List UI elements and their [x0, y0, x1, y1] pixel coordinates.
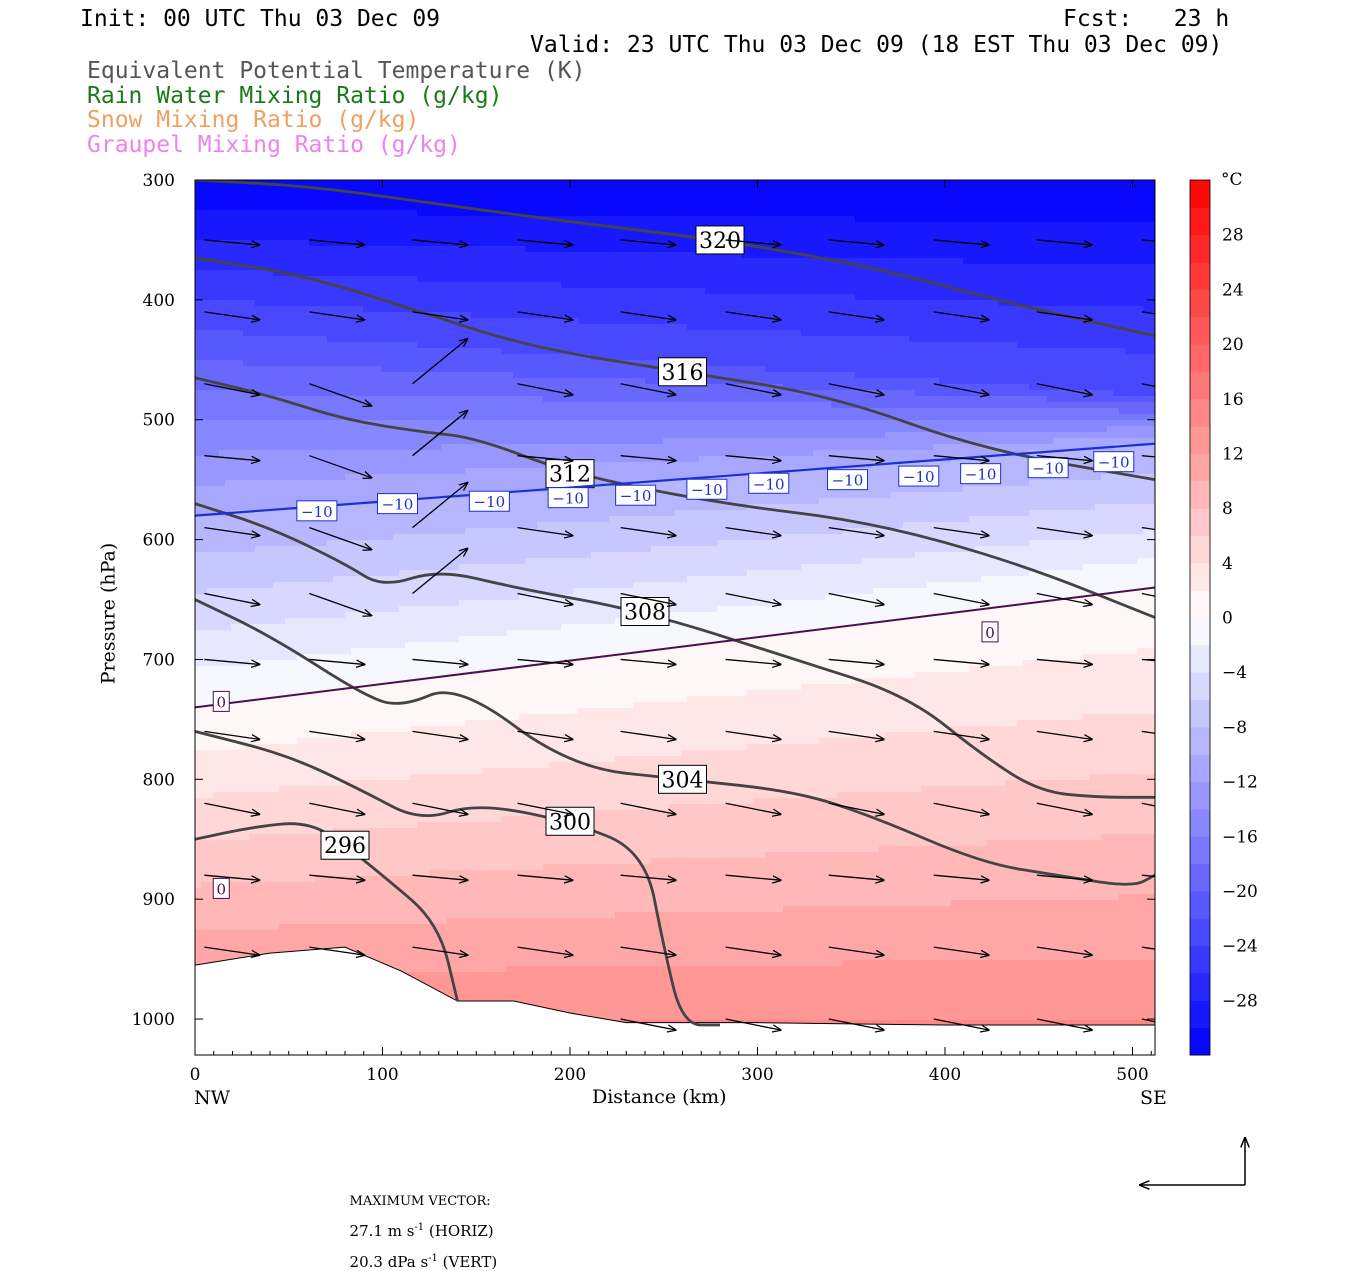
y-tick-label: 300 [143, 171, 175, 191]
theta-e-label-300: 300 [546, 807, 594, 835]
colorbar-band [1190, 891, 1210, 919]
isotherm-label: −10 [828, 470, 868, 490]
colorbar-tick-label: −8 [1222, 718, 1247, 738]
colorbar-band [1190, 1028, 1210, 1056]
x-tick-label: 100 [366, 1065, 398, 1085]
colorbar-unit: °C [1221, 172, 1243, 189]
max-vector-horiz: 27.1 m s [350, 1222, 415, 1240]
colorbar-band [1190, 344, 1210, 372]
max-vector-vert-tail: (VERT) [438, 1253, 497, 1271]
colorbar-tick-label: 12 [1222, 444, 1244, 464]
isotherm-label: −10 [899, 466, 939, 486]
max-vector-caption: MAXIMUM VECTOR: 27.1 m s-1 (HORIZ) 20.3 … [340, 1178, 497, 1270]
isotherm-label: −10 [1094, 452, 1134, 472]
x-right-end-label: SE [1140, 1089, 1167, 1108]
colorbar-band [1190, 371, 1210, 399]
theta-e-label-316: 316 [659, 358, 707, 386]
y-tick-label: 400 [143, 291, 175, 311]
colorbar-tick-label: 8 [1222, 499, 1233, 519]
max-vector-horiz-tail: (HORIZ) [424, 1222, 494, 1240]
x-tick-label: 200 [554, 1065, 586, 1085]
colorbar: 28 24 20 16 12 8 4 0 −4 −8 −12 −16 −20 −24 −28 [1190, 180, 1258, 1056]
y-tick-label: 800 [143, 770, 175, 790]
max-vector-horiz-exp: -1 [414, 1222, 424, 1233]
y-tick-label: 600 [143, 531, 175, 551]
colorbar-band [1190, 809, 1210, 837]
isotherm-label: −10 [297, 501, 337, 521]
colorbar-band [1190, 918, 1210, 946]
y-tick-label: 1000 [132, 1010, 175, 1030]
colorbar-tick-label: 0 [1222, 609, 1233, 629]
colorbar-band [1190, 235, 1210, 263]
x-tick-label: 400 [929, 1065, 961, 1085]
colorbar-band [1190, 262, 1210, 290]
theta-e-label-312: 312 [546, 460, 594, 488]
colorbar-tick-label: −28 [1222, 991, 1258, 1011]
colorbar-tick-label: 20 [1222, 335, 1244, 355]
isotherm-label: −10 [616, 485, 656, 505]
colorbar-band [1190, 481, 1210, 509]
isotherm-label: −10 [548, 488, 588, 508]
colorbar-tick-label: 28 [1222, 226, 1244, 246]
colorbar-band [1190, 508, 1210, 536]
colorbar-band [1190, 946, 1210, 974]
isotherm-label: −10 [749, 473, 789, 493]
colorbar-tick-label: 24 [1222, 280, 1244, 300]
y-tick-label: 500 [143, 411, 175, 431]
colorbar-band [1190, 836, 1210, 864]
x-axis-title: Distance (km) [592, 1088, 727, 1107]
colorbar-tick-label: −4 [1222, 663, 1247, 683]
theta-e-label-320: 320 [696, 226, 744, 254]
max-vector-prefix: MAXIMUM VECTOR: [350, 1194, 491, 1209]
x-tick-label: 300 [741, 1065, 773, 1085]
colorbar-band [1190, 426, 1210, 454]
isotherm-label: −10 [1028, 458, 1068, 478]
colorbar-band [1190, 754, 1210, 782]
colorbar-band [1190, 180, 1210, 208]
y-tick-label: 900 [143, 890, 175, 910]
colorbar-band [1190, 317, 1210, 345]
colorbar-tick-label: 4 [1222, 554, 1233, 574]
colorbar-band [1190, 453, 1210, 481]
colorbar-band [1190, 590, 1210, 618]
colorbar-band [1190, 618, 1210, 646]
colorbar-band [1190, 645, 1210, 673]
isotherm-label: −10 [687, 479, 727, 499]
colorbar-band [1190, 700, 1210, 728]
colorbar-band [1190, 535, 1210, 563]
temperature-fill [195, 180, 1156, 1057]
max-vector-vert-exp: -1 [428, 1253, 438, 1264]
x-tick-label: 0 [190, 1065, 201, 1085]
isotherm-label: 0 [982, 622, 998, 642]
colorbar-tick-label: −20 [1222, 882, 1258, 902]
colorbar-tick-label: −24 [1222, 937, 1258, 957]
y-tick-label: 700 [143, 650, 175, 670]
colorbar-band [1190, 727, 1210, 755]
colorbar-band [1190, 399, 1210, 427]
colorbar-tick-label: −12 [1222, 773, 1258, 793]
colorbar-band [1190, 864, 1210, 892]
theta-e-label-304: 304 [659, 765, 707, 793]
isotherm-label: −10 [378, 494, 418, 514]
max-vector-vert: 20.3 dPa s [350, 1253, 429, 1271]
colorbar-band [1190, 289, 1210, 317]
isotherm-label: −10 [469, 491, 509, 511]
x-left-end-label: NW [194, 1089, 230, 1108]
reference-vector-icon [1140, 1138, 1245, 1185]
isotherm-label: 0 [213, 691, 229, 711]
y-axis-title: Pressure (hPa) [99, 543, 118, 685]
x-tick-label: 500 [1116, 1065, 1148, 1085]
isotherm-label: −10 [961, 464, 1001, 484]
colorbar-tick-label: 16 [1222, 390, 1244, 410]
colorbar-band [1190, 207, 1210, 235]
colorbar-band [1190, 782, 1210, 810]
colorbar-band [1190, 973, 1210, 1001]
theta-e-label-296: 296 [321, 831, 369, 859]
colorbar-tick-label: −16 [1222, 827, 1258, 847]
colorbar-band [1190, 563, 1210, 591]
isotherm-label: 0 [213, 878, 229, 898]
colorbar-band [1190, 672, 1210, 700]
colorbar-band [1190, 1000, 1210, 1028]
